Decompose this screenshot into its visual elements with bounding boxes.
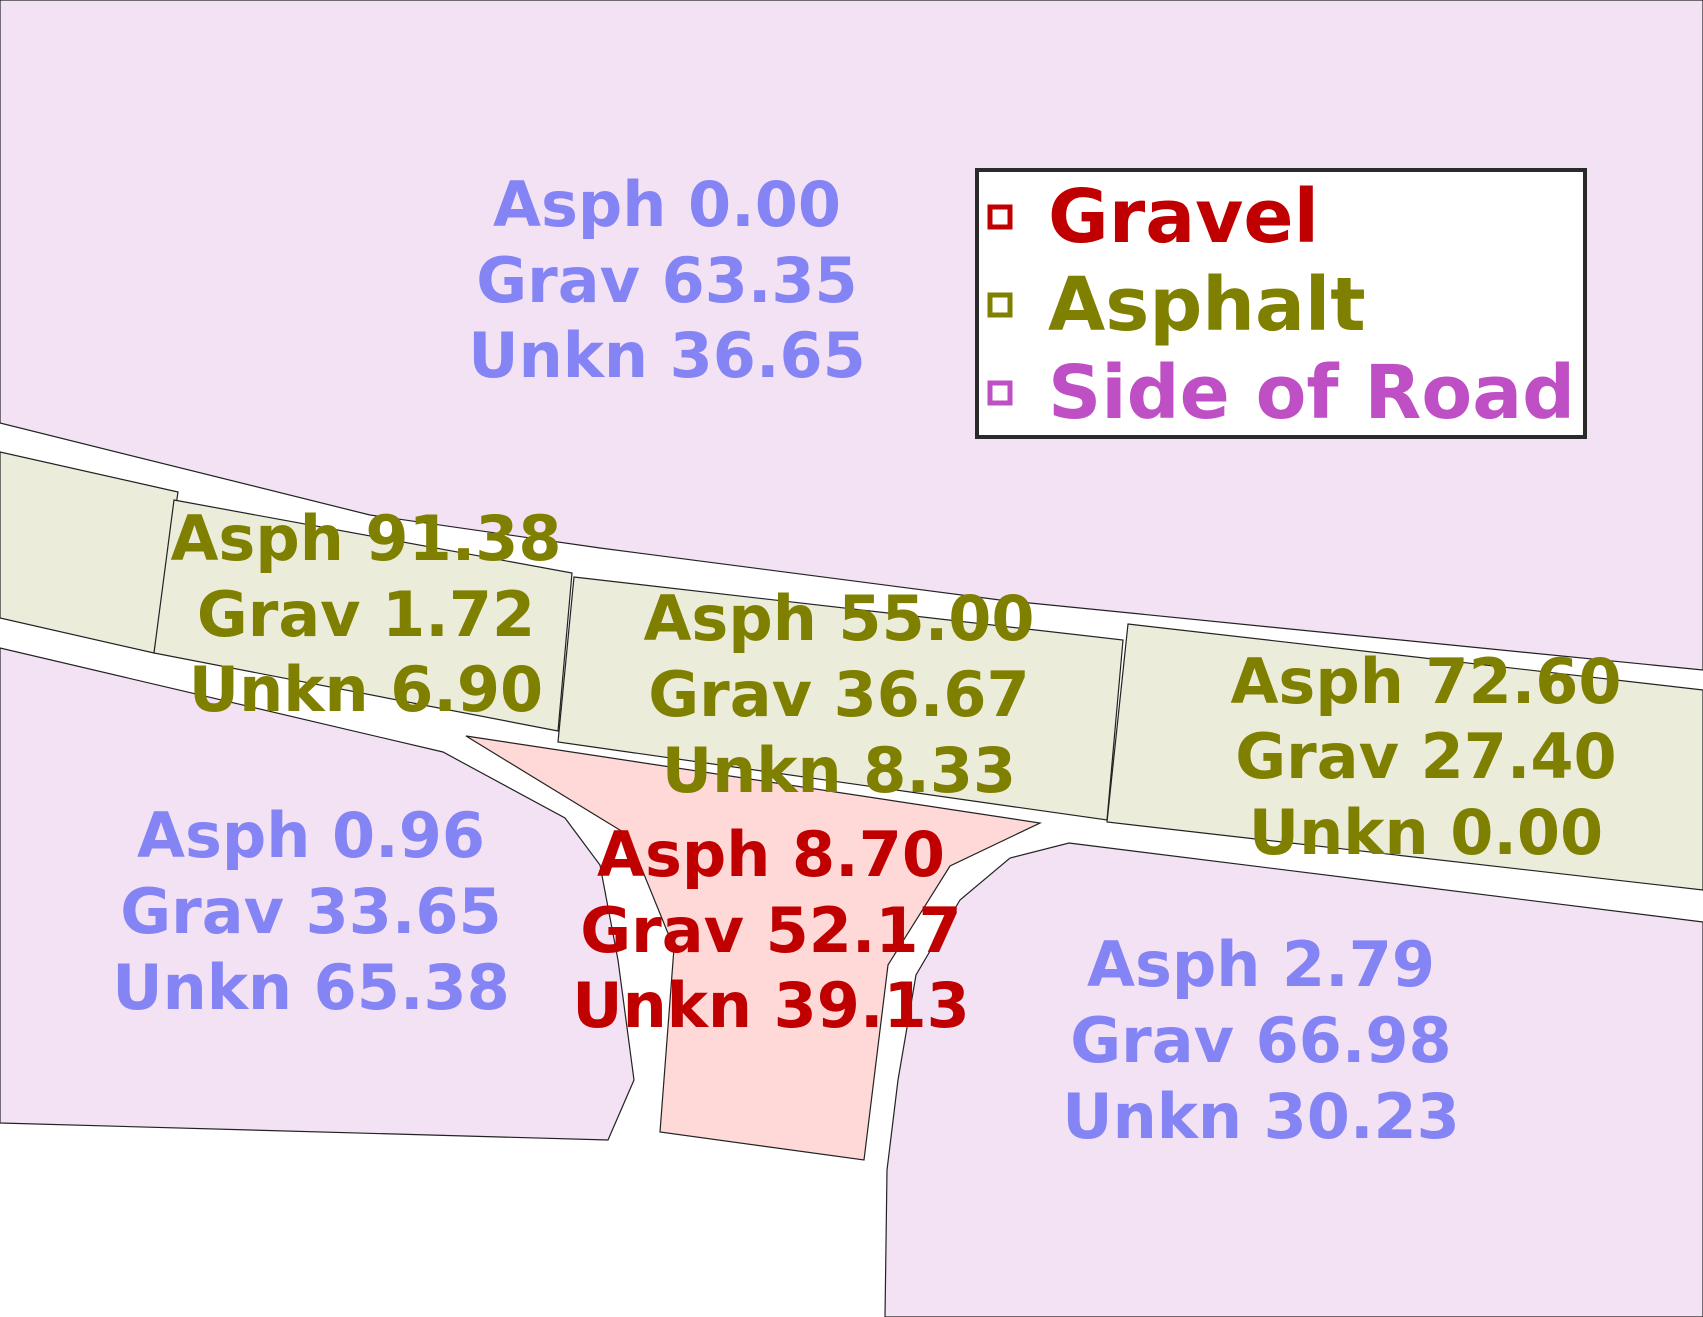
- region-side-north[interactable]: [0, 0, 1703, 671]
- asphalt-1-grav: Grav 1.72: [197, 578, 535, 651]
- asphalt-2-unkn: Unkn 8.33: [662, 734, 1016, 807]
- label-gravel-1: Asph 8.70 Grav 52.17 Unkn 39.13: [572, 818, 970, 1042]
- asphalt-2-grav: Grav 36.67: [648, 658, 1029, 731]
- gravel-1-unkn: Unkn 39.13: [572, 969, 970, 1042]
- asphalt-1-unkn: Unkn 6.90: [189, 653, 543, 726]
- asphalt-2-asph: Asph 55.00: [643, 582, 1034, 655]
- legend: Gravel Asphalt Side of Road: [975, 168, 1587, 439]
- side-southeast-asph: Asph 2.79: [1087, 928, 1435, 1001]
- region-asphalt-3[interactable]: [1106, 623, 1703, 891]
- side-north-grav: Grav 63.35: [476, 244, 857, 317]
- gravel-1-grav: Grav 52.17: [580, 894, 961, 967]
- asphalt-3-asph: Asph 72.60: [1230, 645, 1621, 718]
- label-asphalt-2: Asph 55.00 Grav 36.67 Unkn 8.33: [643, 582, 1034, 807]
- label-side-southwest: Asph 0.96 Grav 33.65 Unkn 65.38: [112, 799, 510, 1024]
- square-marker-icon: [987, 292, 1013, 318]
- region-asphalt-1[interactable]: [153, 499, 573, 732]
- square-marker-icon: [987, 380, 1013, 406]
- legend-label-asphalt: Asphalt: [1048, 262, 1366, 348]
- square-marker-icon: [987, 204, 1013, 230]
- legend-box: [975, 168, 1587, 439]
- legend-label-gravel: Gravel: [1048, 174, 1319, 260]
- asphalt-3-grav: Grav 27.40: [1235, 720, 1616, 793]
- side-southwest-asph: Asph 0.96: [137, 799, 485, 872]
- side-north-asph: Asph 0.00: [493, 168, 841, 241]
- region-side-southeast[interactable]: [884, 842, 1703, 1317]
- label-side-southeast: Asph 2.79 Grav 66.98 Unkn 30.23: [1062, 928, 1460, 1153]
- label-side-north: Asph 0.00 Grav 63.35 Unkn 36.65: [468, 168, 866, 392]
- side-southwest-unkn: Unkn 65.38: [112, 951, 510, 1024]
- region-gravel-1[interactable]: [465, 735, 1043, 1161]
- side-southwest-grav: Grav 33.65: [120, 875, 501, 948]
- gravel-1-asph: Asph 8.70: [597, 818, 945, 891]
- asphalt-1-asph: Asph 91.38: [170, 502, 561, 575]
- side-southeast-unkn: Unkn 30.23: [1062, 1080, 1460, 1153]
- side-southeast-grav: Grav 66.98: [1070, 1004, 1451, 1077]
- label-asphalt-3: Asph 72.60 Grav 27.40 Unkn 0.00: [1230, 645, 1621, 869]
- asphalt-3-unkn: Unkn 0.00: [1249, 796, 1603, 869]
- legend-label-side-of-road: Side of Road: [1048, 350, 1575, 436]
- label-asphalt-1: Asph 91.38 Grav 1.72 Unkn 6.90: [170, 502, 561, 726]
- side-north-unkn: Unkn 36.65: [468, 319, 866, 392]
- region-side-southwest[interactable]: [0, 647, 635, 1141]
